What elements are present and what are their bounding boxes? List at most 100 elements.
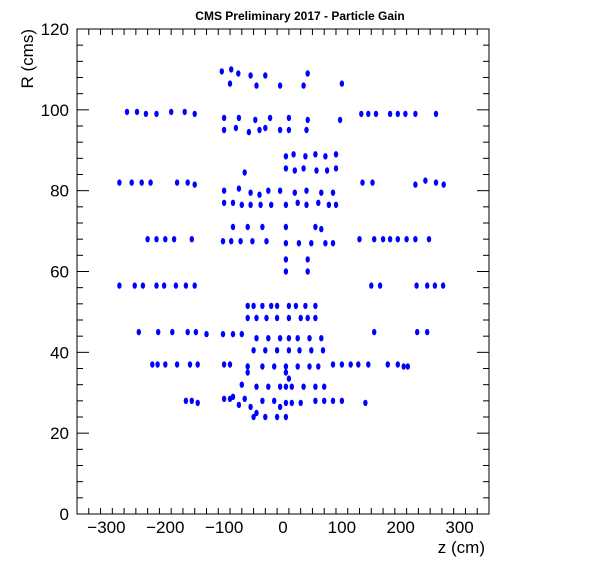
data-point bbox=[349, 361, 353, 367]
data-point bbox=[303, 153, 307, 159]
data-point bbox=[319, 226, 323, 232]
data-point bbox=[231, 331, 235, 337]
data-point bbox=[331, 361, 335, 367]
data-point bbox=[402, 363, 406, 369]
data-point bbox=[231, 200, 235, 206]
x-tick-label: −300 bbox=[87, 518, 125, 537]
data-point bbox=[278, 335, 282, 341]
data-point bbox=[163, 236, 167, 242]
data-point bbox=[254, 82, 258, 88]
data-point bbox=[237, 402, 241, 408]
data-point bbox=[313, 151, 317, 157]
data-point bbox=[301, 384, 305, 390]
x-tick-label: 200 bbox=[387, 518, 415, 537]
data-point bbox=[231, 394, 235, 400]
tick-labels: −300 −200 −100 0 100 200 300 0 20 40 60 80 100 120 bbox=[41, 20, 474, 537]
data-point bbox=[240, 202, 244, 208]
data-point bbox=[331, 398, 335, 404]
plot-frame bbox=[77, 29, 489, 514]
data-point bbox=[413, 111, 417, 117]
data-point bbox=[264, 315, 268, 321]
data-point bbox=[378, 282, 382, 288]
data-point bbox=[413, 236, 417, 242]
data-point bbox=[284, 369, 288, 375]
data-point bbox=[306, 70, 310, 76]
data-point bbox=[275, 315, 279, 321]
data-point bbox=[237, 185, 241, 191]
data-point bbox=[322, 384, 326, 390]
data-point bbox=[356, 361, 360, 367]
axis-ticks bbox=[77, 29, 489, 514]
data-point bbox=[169, 109, 173, 115]
data-point bbox=[340, 80, 344, 86]
data-point bbox=[284, 384, 288, 390]
data-point bbox=[323, 153, 327, 159]
data-point bbox=[381, 236, 385, 242]
data-point bbox=[257, 192, 261, 198]
data-point bbox=[247, 129, 251, 135]
chart-title: CMS Preliminary 2017 - Particle Gain bbox=[195, 9, 404, 23]
data-point bbox=[442, 181, 446, 187]
data-point bbox=[309, 240, 313, 246]
data-point bbox=[221, 331, 225, 337]
y-tick-label: 100 bbox=[41, 101, 69, 120]
data-point bbox=[304, 127, 308, 133]
data-point bbox=[133, 282, 137, 288]
data-point bbox=[287, 347, 291, 353]
data-point bbox=[186, 179, 190, 185]
data-point bbox=[313, 315, 317, 321]
data-point bbox=[296, 200, 300, 206]
data-point bbox=[404, 236, 408, 242]
data-point bbox=[190, 236, 194, 242]
data-point bbox=[154, 282, 158, 288]
data-point bbox=[229, 238, 233, 244]
data-point bbox=[301, 165, 305, 171]
data-point bbox=[313, 384, 317, 390]
data-point bbox=[150, 361, 154, 367]
data-point bbox=[284, 202, 288, 208]
data-point bbox=[222, 188, 226, 194]
data-point bbox=[331, 240, 335, 246]
data-point bbox=[254, 315, 258, 321]
data-point bbox=[287, 127, 291, 133]
data-point bbox=[278, 384, 282, 390]
data-point bbox=[414, 282, 418, 288]
data-point bbox=[293, 190, 297, 196]
data-point bbox=[193, 111, 197, 117]
data-point bbox=[137, 329, 141, 335]
data-point bbox=[313, 224, 317, 230]
data-point bbox=[222, 200, 226, 206]
data-point bbox=[290, 384, 294, 390]
data-point bbox=[275, 347, 279, 353]
data-point bbox=[294, 303, 298, 309]
data-point bbox=[406, 363, 410, 369]
data-point bbox=[388, 236, 392, 242]
data-point bbox=[254, 410, 258, 416]
data-point bbox=[186, 329, 190, 335]
data-point bbox=[188, 361, 192, 367]
data-point bbox=[372, 329, 376, 335]
data-point bbox=[125, 109, 129, 115]
data-point bbox=[413, 181, 417, 187]
data-point bbox=[240, 331, 244, 337]
data-point bbox=[260, 398, 264, 404]
x-tick-label: −100 bbox=[205, 518, 243, 537]
data-point bbox=[306, 117, 310, 123]
data-point bbox=[291, 151, 295, 157]
data-point bbox=[240, 382, 244, 388]
data-point bbox=[222, 127, 226, 133]
data-point bbox=[323, 240, 327, 246]
data-point bbox=[366, 361, 370, 367]
data-point bbox=[357, 236, 361, 242]
data-point bbox=[156, 329, 160, 335]
data-point bbox=[246, 315, 250, 321]
data-point bbox=[284, 256, 288, 262]
data-point bbox=[284, 153, 288, 159]
data-point bbox=[334, 165, 338, 171]
data-point bbox=[284, 165, 288, 171]
data-point bbox=[278, 404, 282, 410]
data-point bbox=[154, 111, 158, 117]
data-point bbox=[260, 363, 264, 369]
data-point bbox=[190, 398, 194, 404]
